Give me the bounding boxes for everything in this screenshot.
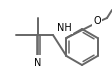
Text: N: N	[34, 58, 42, 68]
Text: NH: NH	[57, 23, 72, 33]
Text: O: O	[93, 16, 101, 26]
